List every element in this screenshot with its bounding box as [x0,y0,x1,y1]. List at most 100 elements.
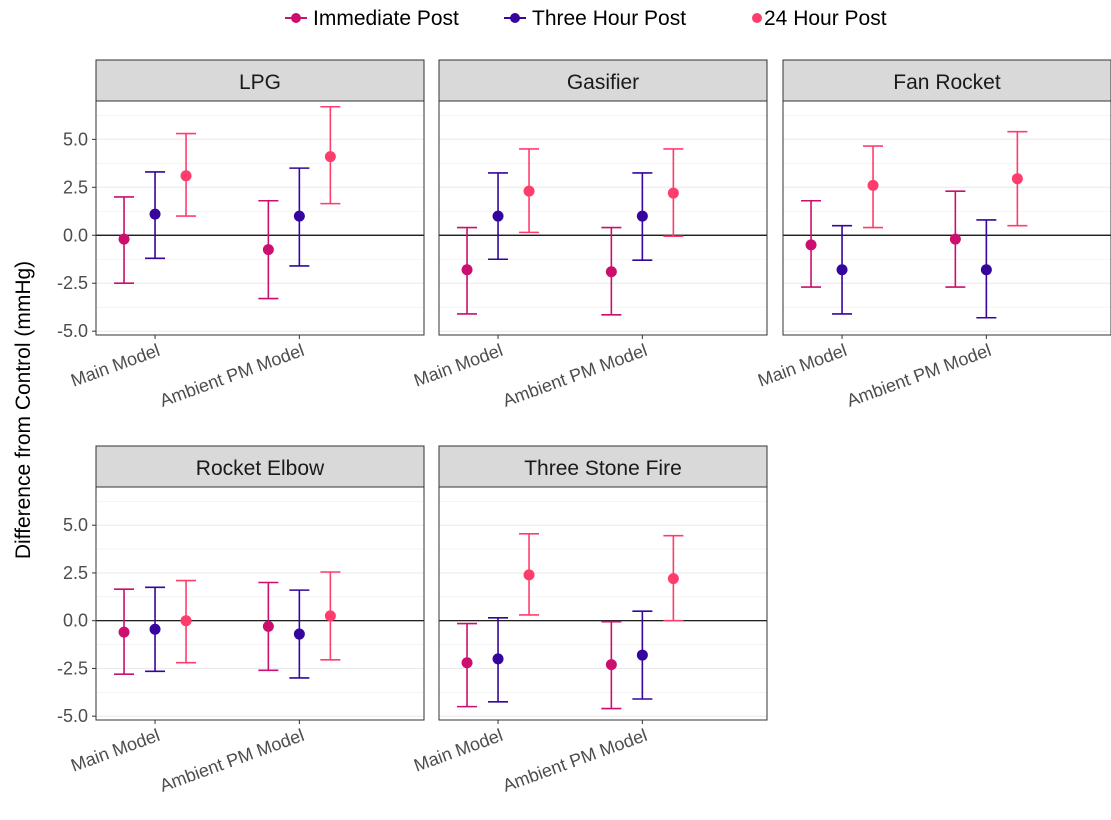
error-bar-immediate-post [258,199,279,300]
data-point [523,569,535,581]
error-bar-24-hour-post [863,145,884,229]
error-bar-three-hour-post [632,610,653,700]
x-tick-label: Ambient PM Model [157,340,307,411]
error-bar-immediate-post [601,620,622,710]
error-bar-three-hour-post [976,219,997,319]
data-point [118,233,130,245]
data-point [980,264,992,276]
data-point [949,233,961,245]
x-tick-label: Ambient PM Model [500,725,650,796]
panel-border [438,486,768,721]
data-point [1011,173,1023,185]
error-bar-immediate-post [457,226,478,315]
error-bar-24-hour-post [663,148,684,238]
data-point [180,170,192,182]
legend-key-point [510,13,520,23]
data-point [293,210,305,222]
panel-border [438,100,768,336]
error-bar-24-hour-post [320,105,341,205]
error-bar-24-hour-post [176,579,197,664]
panel-border [782,100,1111,336]
data-point [149,208,161,220]
error-bar-three-hour-post [488,172,509,261]
legend-item-three-hour-post: Three Hour Post [504,7,686,30]
data-point [293,628,305,640]
facet-strip [95,59,425,102]
facet-strip [782,59,1111,102]
error-bar-24-hour-post [519,148,540,234]
data-point [492,210,504,222]
error-bar-immediate-post [114,196,135,285]
error-bar-immediate-post [258,581,279,672]
y-tick-label: -2.5 [57,658,88,678]
error-bar-immediate-post [457,622,478,708]
legend-label: Three Hour Post [532,7,686,30]
legend-item-24-hour-post: 24 Hour Post [752,7,887,30]
legend-key-point [291,13,301,23]
y-tick-label: -2.5 [57,273,88,293]
y-tick-label: 0.0 [63,225,88,245]
data-point [605,266,617,278]
y-tick-label: 2.5 [63,563,88,583]
legend-key-point [752,13,762,23]
data-point [324,610,336,622]
legend-label: 24 Hour Post [764,7,887,30]
error-bar-three-hour-post [289,167,310,267]
y-tick-label: 5.0 [63,129,88,149]
error-bar-three-hour-post [145,171,166,260]
error-bar-three-hour-post [488,617,509,703]
data-point [461,264,473,276]
error-bar-24-hour-post [519,532,540,616]
y-tick-label: 0.0 [63,611,88,631]
legend-label: Immediate Post [313,7,459,30]
x-tick-label: Ambient PM Model [500,340,650,411]
y-tick-label: -5.0 [57,706,88,726]
panel-rocket-elbow: Rocket Elbow -5.0 -2.5 0.0 2.5 5.0 Main ModelA… [57,445,425,796]
error-bar-immediate-post [601,226,622,316]
data-point [324,151,336,163]
error-bar-three-hour-post [632,172,653,261]
data-point [262,620,274,632]
x-tick-label: Main Model [755,340,849,391]
panel-border [95,100,425,336]
data-point [149,623,161,635]
facet-title: Fan Rocket [893,71,1001,94]
error-bar-24-hour-post [320,571,341,661]
facet-strip [95,445,425,488]
data-point [805,239,817,251]
data-point [262,244,274,256]
facet-title: Rocket Elbow [196,457,325,480]
x-tick-label: Main Model [68,725,162,776]
data-point [605,659,617,671]
data-point [636,649,648,661]
data-point [492,653,504,665]
y-tick-label: -5.0 [57,321,88,341]
error-bar-immediate-post [801,199,822,288]
x-tick-label: Main Model [411,340,505,391]
error-bar-three-hour-post [289,589,310,679]
facet-strip [438,445,768,488]
y-axis-title: Difference from Control (mmHg) [12,261,35,559]
x-tick-label: Ambient PM Model [844,340,994,411]
facet-strip [438,59,768,102]
data-point [461,657,473,669]
facet-title: LPG [239,71,281,94]
facet-title: Three Stone Fire [524,457,682,480]
data-point [667,187,679,199]
error-bar-24-hour-post [1007,130,1028,227]
data-point [636,210,648,222]
y-tick-label: 2.5 [63,177,88,197]
data-point [180,615,192,627]
x-tick-label: Main Model [68,340,162,391]
facet-title: Gasifier [567,71,639,94]
error-bar-immediate-post [114,588,135,675]
data-point [836,264,848,276]
data-point [867,179,879,191]
y-tick-label: 5.0 [63,515,88,535]
error-bar-immediate-post [945,190,966,288]
